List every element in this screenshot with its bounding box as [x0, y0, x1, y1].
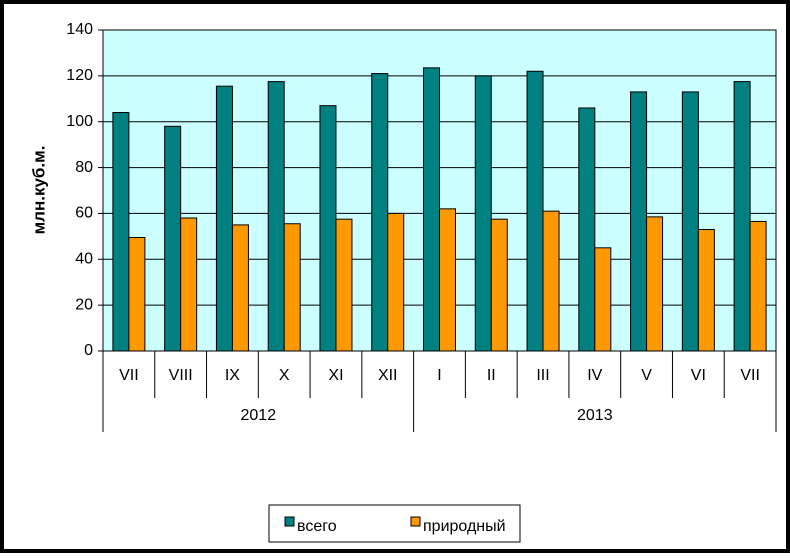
bar — [490, 218, 508, 352]
bar — [733, 81, 751, 352]
x-tick-label: X — [279, 367, 290, 384]
bar — [128, 237, 146, 352]
y-tick-label: 60 — [75, 205, 93, 222]
bar — [749, 220, 767, 352]
x-tick-label: VII — [119, 367, 139, 384]
group-label: 2012 — [241, 407, 277, 424]
y-tick-label: 80 — [75, 159, 93, 176]
y-tick-label: 40 — [75, 251, 93, 268]
y-tick-label: 120 — [66, 67, 93, 84]
bar — [526, 70, 544, 352]
x-tick-label: VIII — [169, 367, 193, 384]
bar — [164, 125, 182, 352]
y-tick-label: 0 — [84, 342, 93, 359]
legend-swatch — [410, 516, 421, 527]
bar — [283, 223, 301, 352]
bar — [180, 217, 198, 352]
x-tick-label: I — [437, 367, 441, 384]
x-tick-label: XII — [378, 367, 398, 384]
legend-box — [268, 504, 521, 543]
x-tick-label: V — [641, 367, 652, 384]
bar — [335, 218, 353, 352]
bar — [319, 105, 337, 352]
bar — [267, 81, 285, 352]
bar — [387, 212, 405, 352]
x-tick-label: VI — [691, 367, 706, 384]
bar — [542, 210, 560, 352]
legend-label: всего — [297, 518, 337, 535]
bar — [681, 91, 699, 352]
bar — [371, 73, 389, 352]
bar — [215, 85, 233, 352]
y-tick-label: 20 — [75, 296, 93, 313]
x-tick-label: VII — [740, 367, 760, 384]
legend-swatch — [284, 516, 295, 527]
bar — [474, 75, 492, 352]
bar — [423, 67, 440, 352]
x-tick-label: II — [487, 367, 496, 384]
bar — [594, 247, 612, 352]
x-tick-label: IX — [225, 367, 240, 384]
bar — [112, 112, 130, 352]
legend-label: природный — [423, 518, 506, 535]
y-tick-label: 100 — [66, 113, 93, 130]
y-axis-label: млн.куб.м. — [29, 146, 48, 235]
bar — [231, 224, 249, 352]
bar — [578, 107, 596, 352]
y-tick-label: 140 — [66, 21, 93, 38]
bar — [697, 228, 715, 352]
bar — [646, 216, 664, 352]
x-tick-label: IV — [587, 367, 602, 384]
bar — [630, 91, 648, 352]
bar — [439, 208, 456, 352]
x-tick-label: XI — [328, 367, 343, 384]
x-tick-label: III — [536, 367, 549, 384]
group-label: 2013 — [577, 407, 613, 424]
